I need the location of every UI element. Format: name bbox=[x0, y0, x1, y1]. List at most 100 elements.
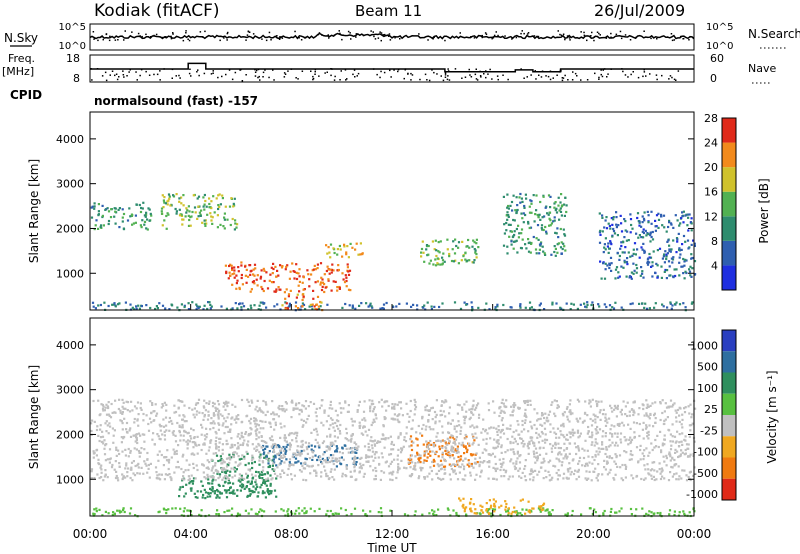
nsearch-point bbox=[339, 32, 341, 35]
velocity-marks-cell bbox=[515, 460, 518, 463]
velocity-marks-cell bbox=[619, 432, 623, 435]
velocity-marks-cell bbox=[649, 404, 652, 407]
power-marks-cell bbox=[627, 251, 630, 254]
velocity-marks-cell bbox=[443, 465, 447, 468]
velocity-marks-cell bbox=[127, 467, 130, 470]
velocity-marks-cell bbox=[677, 478, 680, 481]
velocity-marks-cell bbox=[638, 434, 641, 438]
velocity-marks-cell bbox=[423, 477, 426, 480]
velocity-marks-cell bbox=[446, 443, 449, 446]
velocity-marks-cell bbox=[224, 408, 227, 411]
freq-right-tick-top: 60 bbox=[710, 52, 724, 65]
velocity-marks-cell bbox=[603, 466, 606, 469]
power-marks-cell bbox=[557, 196, 560, 199]
power-marks-cell bbox=[207, 301, 210, 304]
power-marks-cell bbox=[420, 251, 423, 254]
colorbar-swatch bbox=[722, 330, 736, 352]
nave-point bbox=[656, 78, 658, 81]
velocity-marks-cell bbox=[464, 416, 467, 419]
velocity-marks-cell bbox=[683, 453, 686, 456]
power-marks-cell bbox=[206, 213, 209, 216]
velocity-marks-cell bbox=[609, 428, 612, 431]
nave-point bbox=[312, 78, 314, 81]
power-marks-cell bbox=[686, 239, 690, 242]
velocity-marks-cell bbox=[104, 469, 107, 472]
velocity-marks-cell bbox=[555, 436, 558, 439]
power-marks-cell bbox=[652, 250, 655, 253]
velocity-marks-cell bbox=[214, 479, 217, 482]
power-marks-cell bbox=[524, 243, 527, 246]
velocity-marks-cell bbox=[206, 418, 210, 421]
power-marks-cell bbox=[554, 201, 557, 204]
velocity-marks-cell bbox=[338, 430, 341, 433]
velocity-marks-cell bbox=[269, 484, 272, 487]
velocity-marks-cell bbox=[237, 479, 240, 482]
power-marks-cell bbox=[629, 218, 633, 221]
velocity-marks-cell bbox=[328, 407, 331, 410]
velocity-marks-cell bbox=[106, 476, 109, 479]
power-marks-cell bbox=[629, 213, 632, 216]
power-marks-cell bbox=[312, 268, 315, 271]
power-marks-cell bbox=[110, 208, 113, 211]
velocity-marks-cell bbox=[324, 461, 327, 464]
power-marks-cell bbox=[674, 214, 677, 217]
velocity-marks-cell bbox=[172, 433, 175, 436]
velocity-marks-cell bbox=[553, 412, 556, 415]
velocity-marks-cell bbox=[303, 449, 306, 452]
power-marks-cell bbox=[182, 194, 185, 197]
velocity-marks-cell bbox=[601, 413, 605, 416]
velocity-marks-cell bbox=[235, 417, 238, 420]
power-marks-cell bbox=[135, 307, 138, 310]
velocity-marks-cell bbox=[270, 490, 273, 493]
velocity-marks-cell bbox=[292, 407, 295, 410]
nsearch-point bbox=[682, 37, 685, 40]
velocity-marks-cell bbox=[558, 436, 561, 439]
power-marks-cell bbox=[563, 234, 567, 237]
velocity-marks-cell bbox=[507, 510, 510, 513]
velocity-marks-cell bbox=[533, 423, 536, 427]
velocity-marks-cell bbox=[227, 401, 230, 404]
velocity-marks-cell bbox=[616, 423, 619, 427]
velocity-marks-cell bbox=[597, 453, 600, 456]
velocity-marks-cell bbox=[530, 468, 533, 471]
velocity-marks-cell bbox=[512, 448, 515, 451]
velocity-marks-cell bbox=[500, 475, 503, 478]
velocity-marks-cell bbox=[524, 479, 528, 482]
velocity-marks-cell bbox=[684, 406, 687, 409]
velocity-marks-cell bbox=[566, 418, 569, 421]
velocity-marks-cell bbox=[356, 456, 359, 460]
power-marks-cell bbox=[344, 302, 347, 306]
velocity-marks-cell bbox=[124, 467, 127, 470]
velocity-marks-cell bbox=[131, 479, 134, 482]
nave-point bbox=[379, 76, 381, 79]
nave-point bbox=[491, 78, 493, 80]
velocity-marks-cell bbox=[95, 428, 99, 432]
nave-point bbox=[344, 69, 347, 71]
power-marks-cell bbox=[520, 232, 523, 235]
velocity-marks-cell bbox=[685, 479, 689, 482]
velocity-marks-cell bbox=[687, 475, 690, 479]
velocity-marks-cell bbox=[519, 512, 522, 515]
velocity-marks-cell bbox=[539, 417, 542, 420]
power-marks-cell bbox=[231, 283, 234, 286]
velocity-marks-cell bbox=[637, 461, 640, 464]
velocity-marks-cell bbox=[204, 409, 207, 412]
velocity-marks-cell bbox=[675, 472, 678, 475]
velocity-marks-cell bbox=[441, 400, 444, 403]
velocity-marks-cell bbox=[613, 478, 616, 481]
velocity-marks-cell bbox=[260, 509, 264, 512]
velocity-marks-cell bbox=[257, 491, 260, 494]
power-marks-cell bbox=[645, 234, 648, 237]
velocity-marks-cell bbox=[98, 414, 101, 417]
power-marks-cell bbox=[160, 210, 163, 213]
power-marks-cell bbox=[236, 307, 239, 310]
power-marks-cell bbox=[219, 223, 222, 226]
velocity-marks-cell bbox=[320, 471, 323, 474]
power-marks-cell bbox=[509, 223, 512, 226]
power-marks-cell bbox=[431, 240, 434, 243]
velocity-marks-cell bbox=[663, 434, 666, 437]
velocity-marks-cell bbox=[562, 434, 565, 437]
velocity-marks-cell bbox=[249, 469, 252, 472]
velocity-marks-cell bbox=[649, 469, 652, 472]
power-marks-cell bbox=[209, 303, 212, 306]
